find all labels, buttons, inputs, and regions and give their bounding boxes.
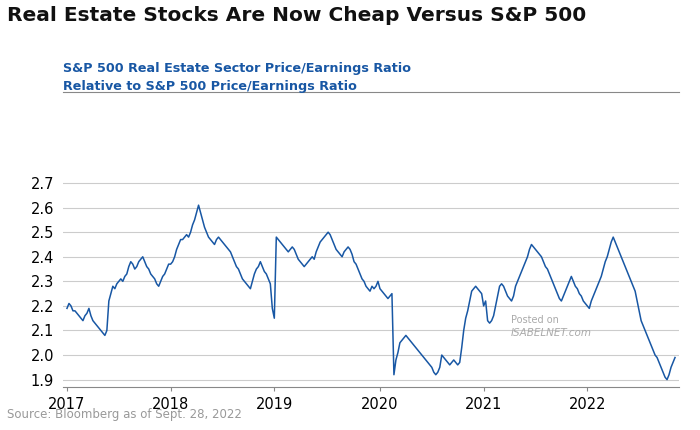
Text: ISABELNET.com: ISABELNET.com <box>511 328 592 338</box>
Text: Relative to S&P 500 Price/Earnings Ratio: Relative to S&P 500 Price/Earnings Ratio <box>63 80 357 92</box>
Text: Posted on: Posted on <box>511 315 559 325</box>
Text: Real Estate Stocks Are Now Cheap Versus S&P 500: Real Estate Stocks Are Now Cheap Versus … <box>7 6 587 25</box>
Text: S&P 500 Real Estate Sector Price/Earnings Ratio: S&P 500 Real Estate Sector Price/Earning… <box>63 62 411 75</box>
Text: Source: Bloomberg as of Sept. 28, 2022: Source: Bloomberg as of Sept. 28, 2022 <box>7 408 242 421</box>
